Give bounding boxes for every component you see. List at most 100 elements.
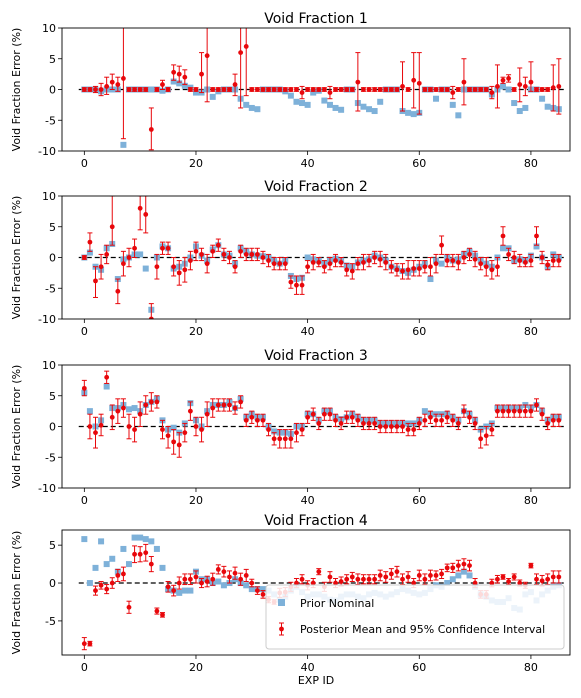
posterior-mean-marker (461, 561, 467, 567)
posterior-mean-marker (511, 408, 517, 414)
posterior-mean-marker (338, 579, 344, 584)
posterior-mean-marker (383, 87, 389, 92)
posterior-mean-marker (422, 417, 428, 423)
posterior-mean-marker (254, 417, 260, 423)
posterior-mean-marker (221, 402, 227, 408)
panel-2: Void Fraction 2 Void Fraction Error (%) 0 2… (10, 179, 571, 338)
posterior-mean-marker (277, 261, 283, 267)
posterior-mean-marker (87, 87, 93, 92)
posterior-mean-marker (545, 576, 551, 582)
x-tick-label: 40 (301, 494, 315, 507)
posterior-mean-marker (416, 80, 422, 86)
posterior-mean-marker (428, 414, 433, 420)
posterior-mean-marker (171, 264, 177, 270)
posterior-mean-marker (282, 261, 288, 267)
posterior-mean-marker (366, 87, 372, 92)
prior-nominal-marker (148, 538, 155, 545)
prior-nominal-marker (433, 95, 440, 102)
posterior-mean-marker (461, 408, 467, 414)
posterior-mean-marker (478, 87, 484, 92)
posterior-mean-marker (355, 261, 361, 267)
posterior-mean-marker (215, 566, 221, 572)
posterior-mean-marker (372, 421, 378, 426)
legend-box (265, 584, 565, 650)
posterior-mean-marker (104, 84, 110, 89)
posterior-mean-marker (422, 87, 428, 92)
prior-nominal-marker (500, 245, 507, 252)
posterior-mean-marker (433, 573, 439, 578)
posterior-mean-marker (199, 427, 204, 432)
posterior-mean-marker (81, 641, 87, 647)
posterior-mean-marker (176, 580, 182, 586)
posterior-mean-marker (366, 421, 372, 426)
y-tick-label: 0 (49, 421, 56, 434)
posterior-mean-marker (299, 90, 305, 95)
posterior-mean-marker (148, 316, 154, 319)
posterior-mean-marker (361, 87, 366, 92)
posterior-mean-marker (98, 264, 104, 270)
posterior-mean-marker (187, 258, 193, 263)
posterior-mean-marker (495, 408, 500, 414)
posterior-mean-marker (495, 84, 500, 89)
posterior-mean-marker (361, 421, 366, 426)
posterior-mean-marker (132, 427, 137, 432)
posterior-mean-marker (282, 436, 288, 442)
posterior-mean-marker (439, 571, 445, 577)
posterior-mean-marker (266, 87, 271, 92)
posterior-mean-marker (467, 87, 472, 92)
posterior-mean-marker (394, 87, 400, 92)
posterior-mean-marker (277, 87, 283, 92)
posterior-mean-marker (333, 417, 338, 423)
posterior-mean-marker (366, 576, 372, 582)
posterior-mean-marker (534, 402, 539, 408)
posterior-mean-marker (400, 576, 405, 582)
panel-4: Void Fraction 4 Void Fraction Error (%) EX… (10, 513, 571, 687)
posterior-mean-marker (199, 580, 204, 586)
posterior-mean-marker (495, 576, 500, 582)
prior-nominal-marker (125, 406, 132, 413)
posterior-mean-marker (148, 399, 154, 405)
posterior-mean-marker (160, 245, 165, 251)
prior-nominal-marker (377, 98, 384, 105)
posterior-mean-marker (400, 84, 405, 89)
posterior-mean-marker (483, 433, 489, 439)
posterior-mean-marker (288, 436, 294, 442)
prior-nominal-marker (304, 254, 311, 261)
posterior-mean-marker (109, 224, 115, 230)
posterior-mean-marker (394, 424, 400, 429)
posterior-mean-marker (450, 417, 456, 423)
prior-nominal-marker (248, 586, 255, 593)
posterior-mean-marker (193, 574, 199, 580)
posterior-mean-marker (260, 591, 266, 597)
x-tick-label: 20 (189, 157, 203, 170)
posterior-mean-marker (405, 427, 411, 432)
prior-nominal-marker (533, 243, 540, 250)
prior-nominal-marker (511, 100, 518, 107)
posterior-mean-marker (416, 266, 422, 271)
x-tick-label: 60 (412, 494, 426, 507)
panel-1: Void Fraction 1 Void Fraction Error (%) 0 2… (10, 11, 571, 170)
prior-nominal-marker (466, 572, 473, 579)
posterior-mean-marker (506, 76, 511, 81)
posterior-mean-marker (517, 82, 523, 87)
posterior-mean-marker (299, 282, 305, 288)
prior-nominal-marker (86, 580, 93, 587)
prior-nominal-marker (271, 428, 278, 435)
posterior-mean-marker (411, 427, 417, 432)
prior-nominal-marker (410, 111, 417, 118)
posterior-mean-marker (361, 260, 366, 265)
posterior-mean-marker (500, 233, 506, 239)
posterior-mean-marker (377, 87, 383, 92)
posterior-mean-marker (539, 255, 545, 260)
posterior-mean-marker (433, 87, 439, 92)
posterior-mean-marker (450, 565, 456, 571)
posterior-mean-marker (221, 569, 227, 575)
posterior-mean-marker (266, 258, 271, 263)
y-tick-label: 0 (49, 84, 56, 97)
legend-posterior-swatch (279, 626, 284, 632)
posterior-mean-marker (126, 424, 132, 429)
posterior-mean-marker (277, 436, 283, 442)
posterior-mean-marker (215, 87, 221, 92)
prior-nominal-marker (92, 564, 99, 571)
posterior-mean-marker (182, 74, 188, 80)
